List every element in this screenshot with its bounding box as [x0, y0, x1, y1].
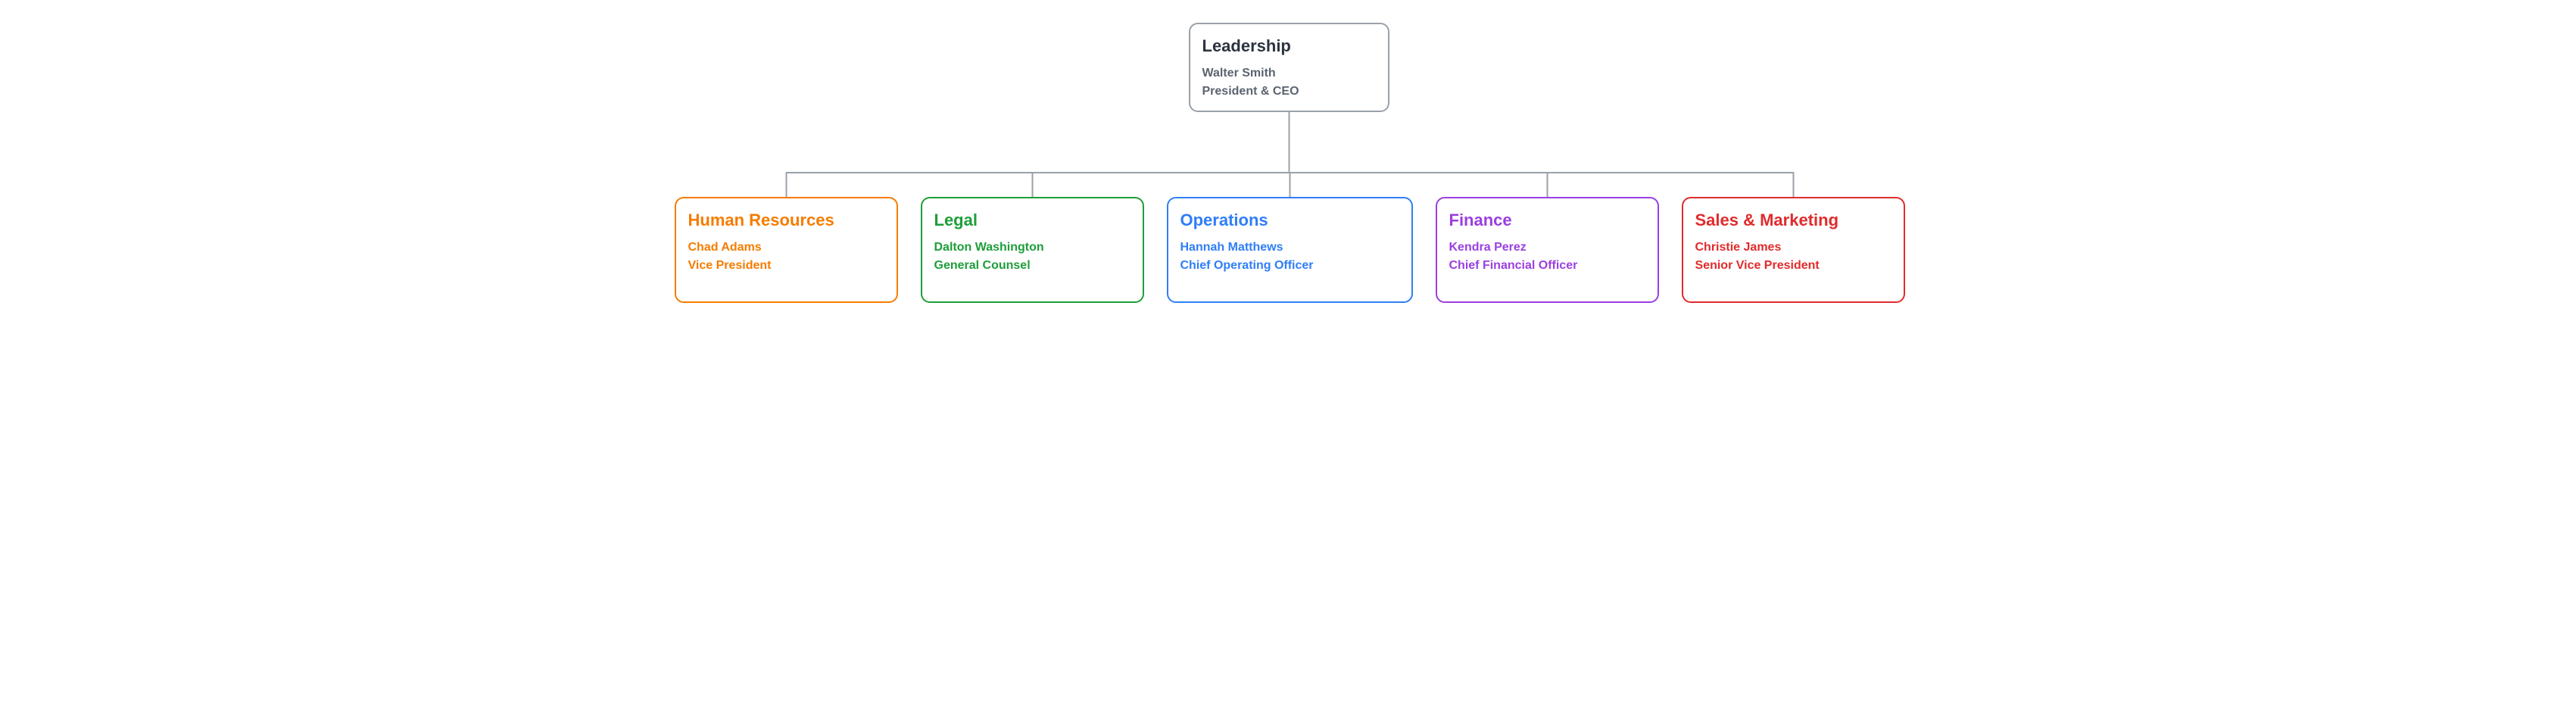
node-heading: Sales & Marketing [1695, 207, 1891, 232]
node-role: President & CEO [1202, 83, 1376, 101]
node-finance: Finance Kendra Perez Chief Financial Off… [1436, 197, 1659, 303]
node-operations: Operations Hannah Matthews Chief Operati… [1167, 197, 1413, 303]
node-heading: Legal [934, 207, 1131, 232]
node-person: Kendra Perez [1449, 239, 1645, 257]
node-person: Christie James [1695, 239, 1891, 257]
node-role: General Counsel [934, 257, 1131, 275]
node-heading: Leadership [1202, 33, 1376, 58]
node-heading: Finance [1449, 207, 1645, 232]
node-person: Dalton Washington [934, 239, 1131, 257]
node-role: Chief Financial Officer [1449, 257, 1645, 275]
node-hr: Human Resources Chad Adams Vice Presiden… [675, 197, 898, 303]
node-role: Senior Vice President [1695, 257, 1891, 275]
org-chart-canvas: Leadership Walter Smith President & CEO … [644, 0, 1932, 351]
node-legal: Legal Dalton Washington General Counsel [921, 197, 1144, 303]
node-person: Chad Adams [688, 239, 884, 257]
node-role: Vice President [688, 257, 884, 275]
node-heading: Operations [1180, 207, 1399, 232]
node-leadership: Leadership Walter Smith President & CEO [1189, 23, 1389, 112]
node-person: Hannah Matthews [1180, 239, 1399, 257]
node-role: Chief Operating Officer [1180, 257, 1399, 275]
node-sales: Sales & Marketing Christie James Senior … [1682, 197, 1905, 303]
node-heading: Human Resources [688, 207, 884, 232]
node-person: Walter Smith [1202, 64, 1376, 83]
